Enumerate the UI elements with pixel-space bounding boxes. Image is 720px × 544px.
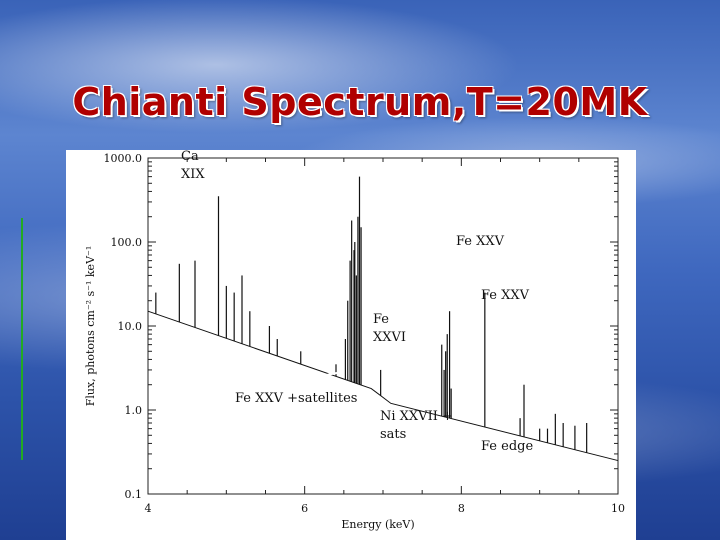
y-tick-label: 100.0 xyxy=(111,236,143,249)
x-tick-label: 6 xyxy=(301,502,308,515)
annotation-fe-xxv-upper: Fe XXV xyxy=(456,234,505,249)
decorative-green-line xyxy=(21,218,23,460)
y-tick-label: 0.1 xyxy=(125,488,143,501)
annotation-ni-xxvii: Ni XXVII + sats xyxy=(380,408,453,444)
annotation-ni-xxvii-line2: sats xyxy=(380,427,407,442)
y-tick-label: 1000.0 xyxy=(104,152,143,165)
y-tick-label: 1.0 xyxy=(125,404,143,417)
slide-title: Chianti Spectrum,T=20MK xyxy=(72,80,648,124)
spectrum-chart-panel: 4 6 8 10 0.1 1.0 10.0 100.0 1000.0 Energy (keV) … xyxy=(66,150,636,540)
annotation-fe-xxvi: Fe XXVI xyxy=(373,311,406,347)
annotation-ca-xix-line2: XIX xyxy=(181,167,205,182)
x-axis-label: Energy (keV) xyxy=(341,518,414,531)
annotation-fe-xxv-lower: Fe XXV xyxy=(481,288,530,303)
y-axis-label: Flux, photons cm⁻² s⁻¹ keV⁻¹ xyxy=(84,246,97,406)
annotation-fe-edge: Fe edge xyxy=(481,439,534,454)
y-tick-label: 10.0 xyxy=(118,320,143,333)
continuum-curve xyxy=(147,310,619,462)
x-tick-label: 8 xyxy=(458,502,465,515)
annotation-fe-xxv-satellites: Fe XXV +satellites xyxy=(235,391,358,406)
annotation-ni-xxvii-line1: Ni XXVII + xyxy=(380,409,453,424)
annotation-fe-xxvi-line1: Fe xyxy=(373,312,390,327)
x-tick-label: 4 xyxy=(145,502,152,515)
annotation-ca-xix-line1: Ca xyxy=(181,149,199,164)
x-tick-label: 10 xyxy=(611,502,625,515)
annotation-fe-xxvi-line2: XXVI xyxy=(373,330,407,345)
fe-xxv-satellites-pointer xyxy=(289,371,343,383)
annotation-ca-xix: Ca XIX xyxy=(181,148,205,184)
